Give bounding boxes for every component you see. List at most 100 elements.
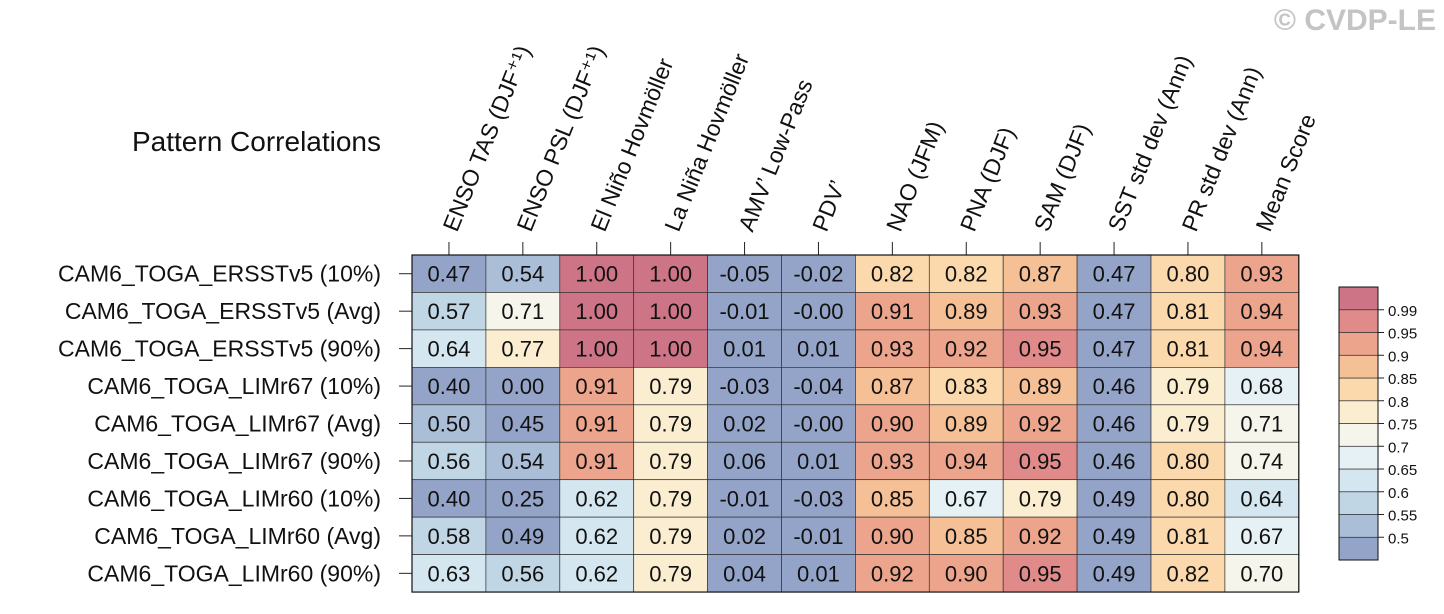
cell-value: 0.70	[1240, 561, 1283, 586]
heatmap-cell	[559, 554, 635, 593]
heatmap-cell	[707, 367, 782, 406]
heatmap-cell	[781, 554, 856, 593]
cell-value: -0.01	[719, 299, 769, 324]
cell-value: 0.92	[945, 337, 988, 362]
cell-value: 0.54	[501, 449, 544, 474]
cell-value: 0.83	[945, 374, 988, 399]
heatmap-cell	[928, 292, 1004, 331]
colorbar-swatch	[1338, 400, 1379, 424]
cell-value: 0.68	[1240, 374, 1283, 399]
row-label: CAM6_TOGA_LIMr67 (90%)	[87, 448, 381, 474]
cell-value: 0.80	[1167, 449, 1210, 474]
heatmap-cell	[1002, 404, 1078, 443]
column-label: NAO (JFM)	[881, 117, 949, 235]
cell-value: 0.90	[871, 524, 914, 549]
cell-value: 0.01	[797, 449, 840, 474]
heatmap-cell	[411, 479, 487, 518]
cell-value: 0.92	[1019, 412, 1062, 437]
cell-value: -0.01	[793, 524, 843, 549]
heatmap-cell	[1076, 329, 1152, 368]
cell-value: 0.47	[1093, 299, 1136, 324]
heatmap-cell	[1076, 516, 1152, 555]
heatmap-cell	[855, 292, 930, 331]
row-ticks	[399, 273, 412, 574]
heatmap-cell	[1002, 367, 1078, 406]
cell-value: 0.79	[649, 524, 692, 549]
heatmap-cell	[855, 367, 930, 406]
colorbar-swatch	[1338, 445, 1379, 470]
cell-value: 0.91	[871, 299, 914, 324]
heatmap-cell	[1150, 329, 1226, 368]
cell-value: 0.93	[871, 337, 914, 362]
cell-value: 0.40	[428, 486, 471, 511]
row-label: CAM6_TOGA_ERSSTv5 (Avg)	[65, 298, 381, 324]
cell-value: 0.87	[871, 374, 914, 399]
row-label: CAM6_TOGA_ERSSTv5 (10%)	[58, 261, 381, 287]
heatmap-cell	[1224, 479, 1300, 518]
colorbar-label: 0.55	[1388, 508, 1417, 525]
heatmap-cell	[485, 554, 561, 593]
column-label: PR std dev (Ann)	[1176, 63, 1266, 235]
heatmap-cell	[928, 404, 1004, 443]
cell-value: -0.03	[793, 486, 843, 511]
heatmap-cell	[855, 479, 930, 518]
heatmap-cell	[855, 404, 930, 443]
heatmap-cell	[559, 404, 635, 443]
cell-value: 0.56	[428, 449, 471, 474]
cell-value: 0.93	[1240, 262, 1283, 287]
heatmap-cell	[485, 329, 561, 368]
cell-value: 0.40	[428, 374, 471, 399]
colorbar-label: 0.6	[1388, 485, 1409, 502]
heatmap-cell	[485, 292, 561, 331]
cell-value: 0.89	[945, 299, 988, 324]
row-labels: CAM6_TOGA_ERSSTv5 (10%) CAM6_TOGA_ERSSTv5…	[58, 261, 381, 587]
heatmap-cell	[633, 479, 708, 518]
heatmap-cell	[1002, 292, 1078, 331]
heatmap-cell	[1076, 292, 1152, 331]
heatmap-cell	[707, 554, 782, 593]
cell-value: 0.64	[1240, 486, 1283, 511]
heatmap-cell	[781, 479, 856, 518]
cell-value: 0.25	[501, 486, 544, 511]
cell-value: 0.49	[1093, 561, 1136, 586]
heatmap-cell	[781, 292, 856, 331]
cell-value: 0.02	[723, 524, 766, 549]
heatmap-cell	[1002, 329, 1078, 368]
cell-value: 0.02	[723, 412, 766, 437]
colorbar-swatch	[1338, 377, 1379, 402]
row-label: CAM6_TOGA_LIMr60 (Avg)	[94, 523, 381, 549]
cell-value: 0.67	[945, 486, 988, 511]
heatmap-cell	[1224, 554, 1300, 593]
heatmap-cell	[781, 254, 856, 293]
colorbar: 0.5 0.55 0.6 0.65 0.7 0.75 0.8 0.85 0.9 0.95 0.99	[1338, 286, 1417, 561]
cell-value: 0.79	[649, 486, 692, 511]
heatmap-cell	[1002, 554, 1078, 593]
cell-value: 0.54	[501, 262, 544, 287]
cell-value: -0.03	[719, 374, 769, 399]
cell-value: 0.01	[797, 561, 840, 586]
cell-value: 0.50	[428, 412, 471, 437]
heatmap-cell	[1224, 254, 1300, 293]
heatmap-cell	[633, 441, 708, 481]
colorbar-swatch	[1338, 354, 1379, 379]
column-label: PNA (DJF)	[955, 123, 1020, 235]
cell-value: 0.49	[501, 524, 544, 549]
cell-value: 0.92	[871, 561, 914, 586]
cell-value: 0.49	[1093, 486, 1136, 511]
heatmap-cell	[1224, 516, 1300, 555]
cell-value: 0.64	[428, 337, 471, 362]
cell-value: 0.71	[1240, 412, 1283, 437]
cell-value: 0.95	[1019, 561, 1062, 586]
cell-value: 0.95	[1019, 449, 1062, 474]
cell-value: 0.82	[1167, 561, 1210, 586]
heatmap-cell	[855, 554, 930, 593]
colorbar-label: 0.85	[1388, 371, 1417, 388]
cell-value: 0.67	[1240, 524, 1283, 549]
colorbar-swatch	[1338, 536, 1379, 561]
cell-value: 0.85	[871, 486, 914, 511]
cell-value: 0.90	[945, 561, 988, 586]
heatmap-cell	[1076, 441, 1152, 481]
colorbar-swatch	[1338, 309, 1379, 333]
heatmap-cell	[928, 516, 1004, 555]
